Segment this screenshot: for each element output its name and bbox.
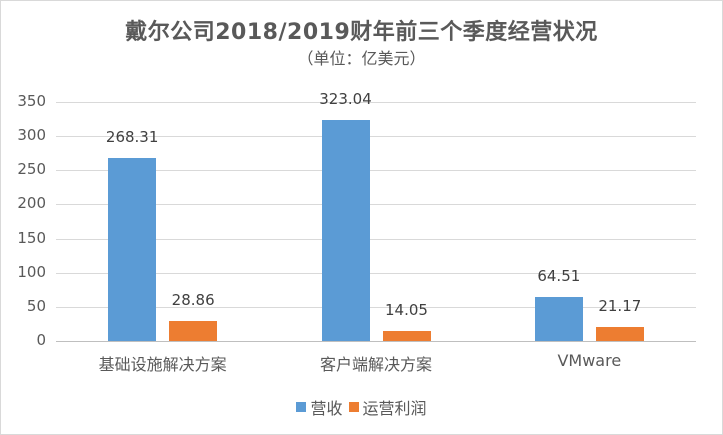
legend: 营收 运营利润 xyxy=(1,395,722,419)
data-label: 323.04 xyxy=(319,90,372,109)
y-tick-label: 50 xyxy=(26,296,46,315)
legend-swatch-revenue xyxy=(296,402,307,412)
data-label: 268.31 xyxy=(105,127,159,146)
gridline xyxy=(56,272,696,274)
y-tick-label: 150 xyxy=(17,228,46,247)
y-tick-label: 350 xyxy=(17,92,46,110)
x-category-label: 基础设施解决方案 xyxy=(98,355,227,374)
gridline xyxy=(56,238,696,240)
data-label: 14.05 xyxy=(385,301,428,320)
y-tick-label: 300 xyxy=(17,126,46,145)
x-category-label: VMware xyxy=(557,351,622,370)
legend-swatch-operating-profit xyxy=(348,402,359,412)
bar-operating-profit xyxy=(595,326,644,341)
legend-label-revenue: 营收 xyxy=(310,399,343,418)
x-category-label: 客户端解决方案 xyxy=(319,355,432,374)
bar-revenue xyxy=(108,157,157,341)
bar-revenue xyxy=(534,296,583,341)
y-tick-label: 200 xyxy=(17,194,46,213)
legend-label-operating-profit: 运营利润 xyxy=(362,399,427,418)
bar-operating-profit xyxy=(169,321,218,341)
plot-area: 268.31 28.86 323.04 14.05 64.51 21.17 xyxy=(56,90,696,342)
bar-revenue xyxy=(321,120,370,341)
chart-title: 戴尔公司2018/2019财年前三个季度经营状况 xyxy=(125,20,598,45)
gridline xyxy=(56,204,696,206)
y-tick-label: 100 xyxy=(17,262,46,281)
legend-item-operating-profit: 运营利润 xyxy=(348,395,427,419)
legend-item-revenue: 营收 xyxy=(296,395,343,419)
x-axis-line xyxy=(56,341,696,342)
gridline xyxy=(56,170,696,172)
gridline xyxy=(56,136,696,138)
y-tick-label: 0 xyxy=(36,331,46,349)
bar-operating-profit xyxy=(382,331,431,341)
gridline xyxy=(56,102,696,103)
chart-subtitle: （单位：亿美元） xyxy=(297,49,426,68)
data-label: 21.17 xyxy=(598,296,642,315)
gridline xyxy=(56,306,696,308)
y-tick-label: 250 xyxy=(17,160,46,179)
data-label: 28.86 xyxy=(171,291,215,310)
data-label: 64.51 xyxy=(537,266,581,285)
